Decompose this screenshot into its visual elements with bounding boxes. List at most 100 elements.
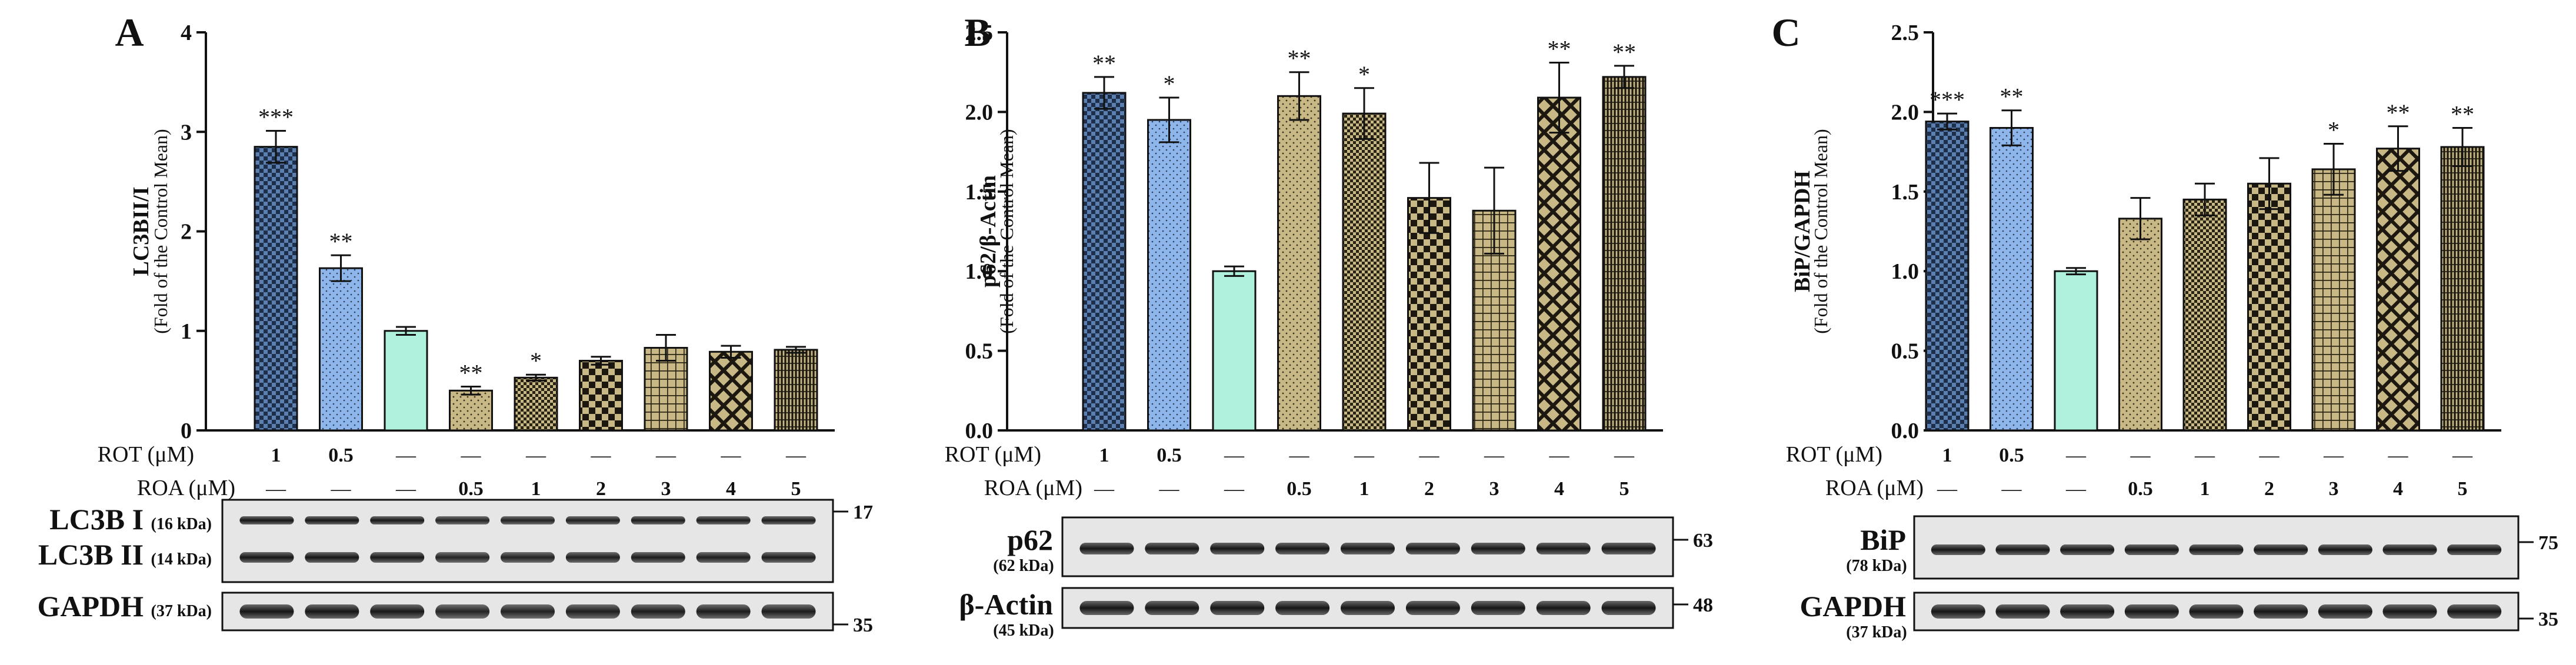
bar	[2247, 182, 2291, 432]
rot-value: —	[2065, 445, 2087, 466]
rot-value: —	[2323, 445, 2344, 466]
blot-band	[1079, 543, 1134, 554]
blot-band	[305, 516, 359, 524]
blot-band	[2382, 604, 2437, 619]
y-axis-label: BiP/GAPDH	[1790, 171, 1815, 292]
bar	[319, 267, 363, 432]
rot-row-label: ROT (μM)	[945, 442, 1041, 467]
significance-label: **	[1548, 35, 1571, 62]
roa-value: 0.5	[458, 478, 484, 500]
roa-value: 4	[2393, 478, 2403, 500]
blot-name: LC3B II (14 kDa)	[38, 538, 212, 571]
bar	[449, 389, 493, 432]
significance-label: *	[1358, 61, 1370, 88]
roa-row-label: ROA (μM)	[137, 476, 235, 500]
bar	[514, 376, 558, 432]
blot-kda: (37 kDa)	[151, 602, 212, 620]
roa-value: —	[1937, 478, 1958, 500]
blot-band	[1931, 604, 1985, 619]
panel-letter: C	[1771, 10, 1800, 55]
y-tick-label: 1.5	[965, 180, 994, 205]
roa-value: 5	[2458, 478, 2468, 500]
y-axis-sublabel: (Fold of the Control Mean)	[1810, 129, 1831, 333]
blot-band	[631, 604, 685, 619]
y-tick-label: 2	[181, 220, 192, 245]
blot-band	[761, 552, 816, 563]
rot-value: —	[2388, 445, 2409, 466]
blot-band	[2124, 544, 2179, 555]
bar	[2054, 270, 2098, 432]
y-tick-label: 0.0	[1891, 419, 1919, 443]
roa-value: 5	[791, 478, 801, 500]
y-tick-label: 0	[181, 419, 192, 443]
blot-band	[2318, 544, 2372, 555]
blot-band	[761, 516, 816, 524]
blot-kda: (45 kDa)	[993, 621, 1054, 640]
y-tick-label: 2.5	[1891, 21, 1919, 45]
rot-value: —	[655, 445, 677, 466]
blot-band	[1079, 601, 1134, 615]
blot-band	[1341, 601, 1395, 615]
roa-value: 0.5	[2128, 478, 2153, 500]
y-axis-label: p62/β-Actin	[976, 175, 1001, 288]
rot-value: —	[1289, 445, 1310, 466]
blot-band	[239, 516, 294, 524]
bar	[2440, 146, 2485, 432]
marker-label: 35	[853, 614, 873, 636]
marker-label: 48	[1693, 594, 1713, 616]
bar	[1990, 126, 2034, 432]
blot-band	[1275, 543, 1330, 554]
blot-name: p62	[1007, 523, 1053, 556]
blot-kda: (78 kDa)	[1846, 557, 1907, 575]
blot-band	[2318, 604, 2372, 619]
y-tick-label: 4	[181, 21, 192, 45]
y-tick-label: 2.0	[1891, 100, 1919, 125]
blot-band	[1471, 543, 1525, 554]
rot-value: —	[2194, 445, 2215, 466]
roa-value: 3	[661, 478, 671, 500]
rot-value: —	[1549, 445, 1570, 466]
rot-value: —	[2130, 445, 2151, 466]
rot-value: 1	[1099, 445, 1109, 466]
significance-label: **	[1288, 45, 1311, 72]
rot-value: 0.5	[328, 445, 354, 466]
rot-value: 1	[1942, 445, 1952, 466]
marker-label: 17	[853, 502, 873, 523]
blot-band	[305, 552, 359, 563]
y-tick-label: 1	[181, 319, 192, 344]
blot-band	[2382, 544, 2437, 555]
blot-name: BiP	[1860, 523, 1906, 556]
y-tick-label: 1.0	[965, 259, 994, 284]
rot-value: —	[461, 445, 482, 466]
blot-kda: (14 kDa)	[151, 550, 212, 569]
significance-label: *	[1164, 71, 1175, 97]
significance-label: **	[2451, 101, 2474, 127]
rot-value: —	[1484, 445, 1505, 466]
roa-value: —	[2001, 478, 2022, 500]
y-axis-sublabel: (Fold of the Control Mean)	[996, 129, 1017, 333]
rot-value: 1	[271, 445, 281, 466]
rot-value: 0.5	[1999, 445, 2024, 466]
blot-band	[370, 552, 425, 563]
roa-value: —	[331, 478, 352, 500]
blot-frame	[221, 499, 834, 583]
significance-label: **	[2387, 99, 2410, 126]
blot-band	[1536, 601, 1591, 615]
blot-band	[2060, 544, 2115, 555]
blot-band	[565, 604, 620, 619]
rot-value: —	[591, 445, 612, 466]
rot-value: —	[1224, 445, 1245, 466]
bar	[1082, 92, 1127, 432]
significance-label: *	[2328, 117, 2340, 143]
blot-band	[1145, 543, 1199, 554]
roa-row-label: ROA (μM)	[984, 476, 1082, 500]
roa-value: 2	[2264, 478, 2274, 500]
blot-name: GAPDH (37 kDa)	[38, 590, 212, 623]
roa-value: —	[1094, 478, 1115, 500]
roa-value: 2	[596, 478, 606, 500]
blot-band	[305, 604, 359, 619]
blot-band	[565, 552, 620, 563]
significance-label: **	[1612, 39, 1636, 65]
